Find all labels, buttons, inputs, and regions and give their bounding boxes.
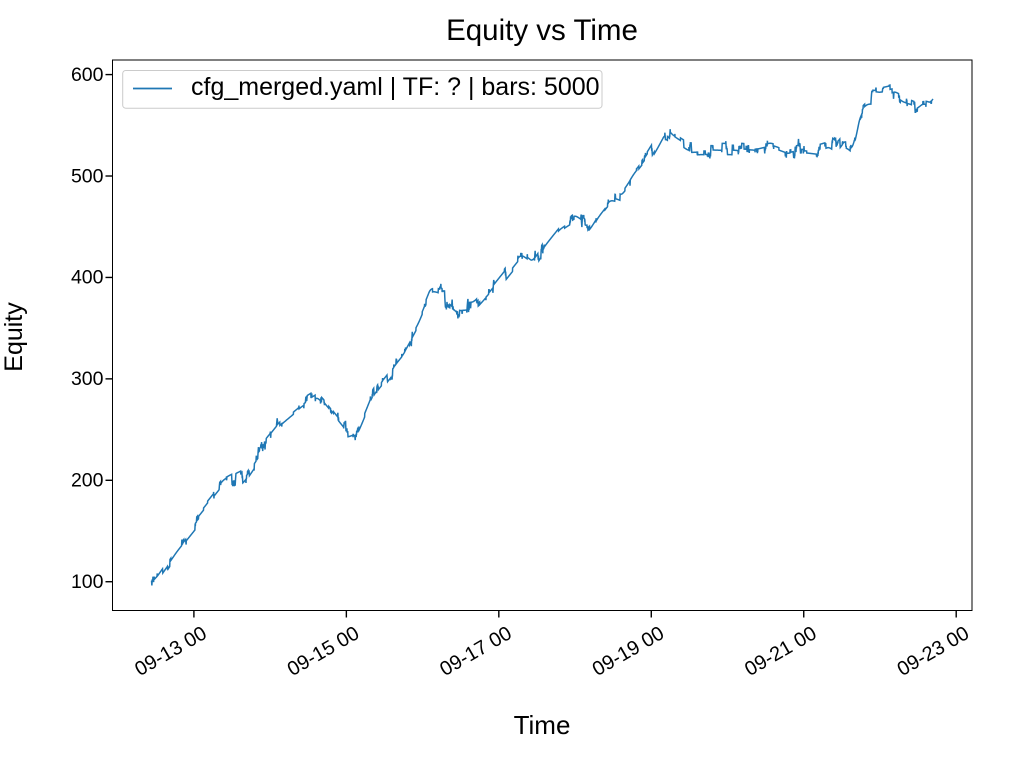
svg-text:cfg_merged.yaml | TF: ? | bars: cfg_merged.yaml | TF: ? | bars: 5000 — [191, 73, 600, 101]
svg-text:400: 400 — [71, 267, 104, 289]
svg-text:Time: Time — [514, 710, 571, 740]
svg-text:100: 100 — [71, 571, 104, 593]
svg-text:Equity vs Time: Equity vs Time — [446, 14, 638, 47]
svg-text:Equity: Equity — [0, 302, 28, 372]
svg-text:200: 200 — [71, 470, 104, 492]
svg-text:600: 600 — [71, 64, 104, 86]
svg-text:300: 300 — [71, 368, 104, 390]
svg-text:500: 500 — [71, 165, 104, 187]
